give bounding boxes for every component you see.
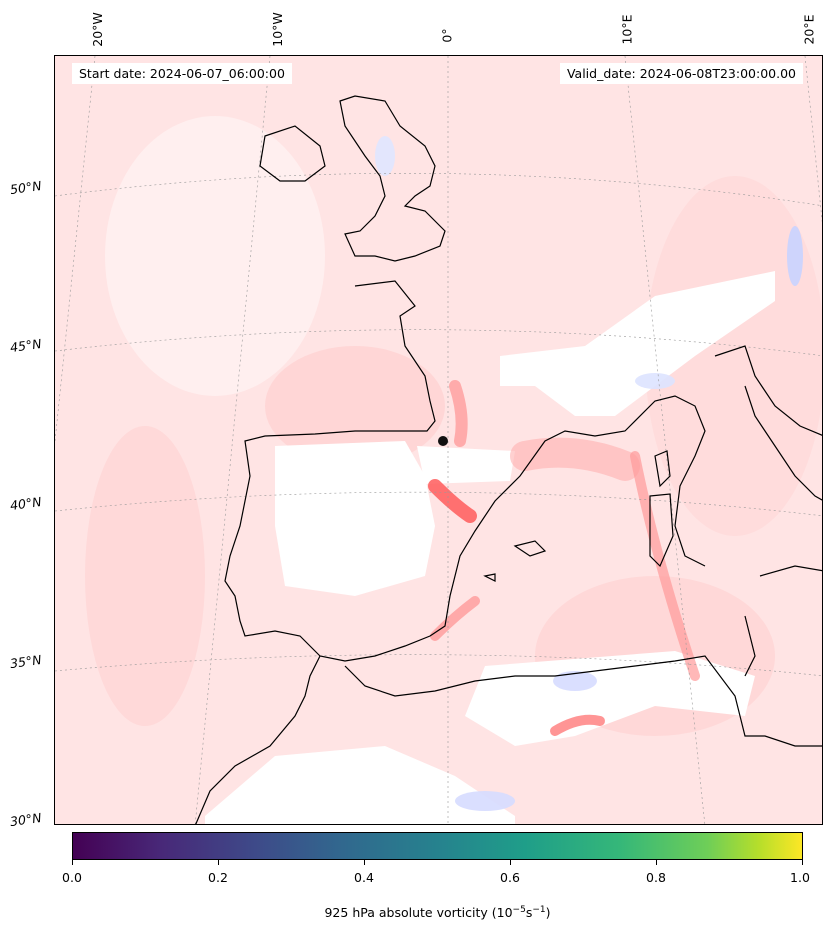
lat-label-35n: 35°N bbox=[9, 651, 43, 672]
lat-label-45n: 45°N bbox=[9, 335, 43, 356]
colorbar-title: 925 hPa absolute vorticity (10−5s−1) bbox=[324, 905, 551, 921]
colorbar-tick-label: 0.2 bbox=[208, 870, 228, 885]
colorbar-tick-label: 0.0 bbox=[62, 870, 82, 885]
coastlines bbox=[195, 95, 822, 824]
colorbar-tick-label: 0.6 bbox=[500, 870, 520, 885]
colorbar-tick-label: 0.4 bbox=[354, 870, 374, 885]
valid-date-label: Valid_date: 2024-06-08T23:00:00.00 bbox=[559, 63, 803, 84]
colorbar bbox=[72, 832, 803, 860]
start-date-label: Start date: 2024-06-07_06:00:00 bbox=[72, 63, 292, 84]
colorbar-tick bbox=[656, 860, 657, 865]
colorbar-tick bbox=[364, 860, 365, 865]
lat-label-40n: 40°N bbox=[9, 493, 43, 514]
storm-center-marker bbox=[438, 436, 448, 446]
lon-label-0: 0° bbox=[439, 28, 455, 43]
graticule bbox=[55, 56, 822, 824]
vorticity-field bbox=[55, 56, 822, 824]
colorbar-tick bbox=[510, 860, 511, 865]
lat-label-50n: 50°N bbox=[9, 177, 43, 198]
lon-label-20w: 20°W bbox=[89, 12, 105, 47]
colorbar-tick-label: 1.0 bbox=[790, 870, 810, 885]
lon-label-20e: 20°E bbox=[801, 14, 817, 45]
colorbar-tick bbox=[802, 860, 803, 865]
colorbar-tick bbox=[72, 860, 73, 865]
colorbar-tick bbox=[218, 860, 219, 865]
map-panel[interactable] bbox=[54, 55, 823, 825]
lat-label-30n: 30°N bbox=[9, 809, 43, 830]
lon-label-10e: 10°E bbox=[619, 14, 635, 45]
lon-label-10w: 10°W bbox=[269, 12, 285, 47]
colorbar-tick-label: 0.8 bbox=[646, 870, 666, 885]
